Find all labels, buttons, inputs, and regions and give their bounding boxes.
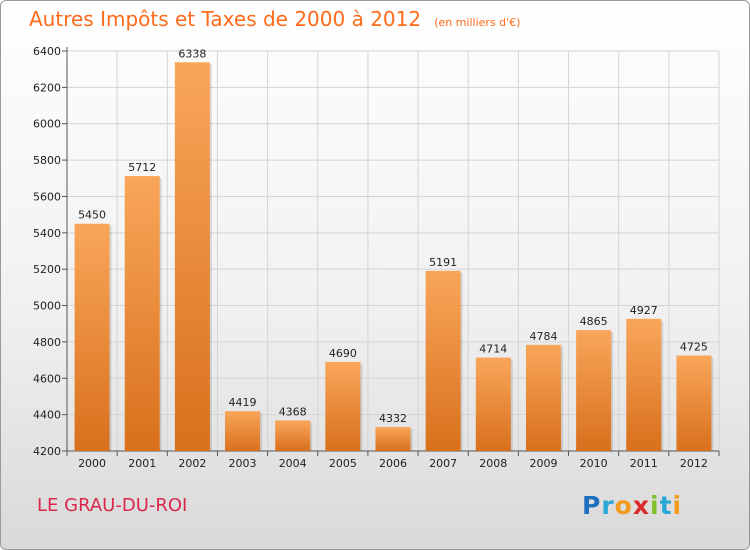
x-tick-label: 2004: [279, 457, 307, 470]
bar-2007: [425, 270, 461, 451]
data-label: 4690: [329, 347, 357, 360]
y-tick-label: 4400: [33, 409, 61, 422]
bar-2000: [74, 223, 110, 451]
data-label: 5450: [78, 209, 106, 222]
proxiti-logo: Proxiti: [582, 491, 682, 520]
data-label: 5712: [128, 161, 156, 174]
data-label: 4725: [680, 341, 708, 354]
bar-2002: [174, 62, 210, 451]
x-tick-label: 2010: [580, 457, 608, 470]
bar-2012: [676, 355, 712, 451]
bar-2006: [375, 427, 411, 451]
data-label: 4927: [630, 304, 658, 317]
y-tick-label: 5000: [33, 300, 61, 313]
y-tick-label: 5200: [33, 263, 61, 276]
commune-name: LE GRAU-DU-ROI: [37, 495, 188, 516]
x-tick-label: 2007: [429, 457, 457, 470]
bars: [74, 62, 714, 451]
title-block: Autres Impôts et Taxes de 2000 à 2012 (e…: [29, 7, 520, 31]
x-tick-label: 2008: [479, 457, 507, 470]
data-label: 4784: [529, 330, 557, 343]
bar-2011: [626, 318, 662, 451]
bar-2001: [124, 176, 160, 451]
data-label: 6338: [178, 47, 206, 60]
y-tick-label: 6000: [33, 118, 61, 131]
bar-2003: [225, 411, 261, 451]
y-tick-label: 4800: [33, 336, 61, 349]
x-tick-label: 2012: [680, 457, 708, 470]
x-tick-label: 2005: [329, 457, 357, 470]
x-tick-label: 2011: [630, 457, 658, 470]
data-label: 4865: [580, 315, 608, 328]
x-tick-label: 2000: [78, 457, 106, 470]
bar-2005: [325, 361, 361, 451]
chart-title: Autres Impôts et Taxes de 2000 à 2012: [29, 7, 422, 31]
gridlines: [66, 50, 720, 452]
x-tick-label: 2006: [379, 457, 407, 470]
data-label: 4332: [379, 412, 407, 425]
y-tick-label: 5400: [33, 227, 61, 240]
logo-letter: o: [614, 491, 633, 520]
y-tick-label: 4200: [33, 445, 61, 458]
logo-letter: P: [582, 491, 602, 520]
data-label: 5191: [429, 256, 457, 269]
data-label: 4419: [229, 396, 257, 409]
x-tick-label: 2009: [529, 457, 557, 470]
y-tick-label: 5600: [33, 190, 61, 203]
x-tick-label: 2001: [128, 457, 156, 470]
bar-2010: [576, 330, 612, 451]
x-tick-label: 2003: [229, 457, 257, 470]
logo-letter: r: [601, 491, 615, 520]
data-label: 4368: [279, 405, 307, 418]
data-label: 4714: [479, 343, 507, 356]
bar-2004: [275, 420, 311, 451]
y-tick-label: 6200: [33, 81, 61, 94]
logo-letter: t: [659, 491, 673, 520]
logo-letter: i: [650, 491, 660, 520]
y-tick-label: 6400: [33, 45, 61, 58]
x-tick-label: 2002: [178, 457, 206, 470]
bar-2008: [475, 357, 511, 451]
labels: 4200 4400 4600 4800 5000 5200 5400 5600 5800 6000…: [33, 45, 708, 470]
y-tick-label: 5800: [33, 154, 61, 167]
logo-letter: i: [672, 491, 683, 520]
bar-2009: [525, 344, 561, 451]
y-tick-label: 4600: [33, 372, 61, 385]
chart-subtitle: (en milliers d'€): [434, 16, 521, 29]
logo-letter: x: [632, 491, 650, 520]
